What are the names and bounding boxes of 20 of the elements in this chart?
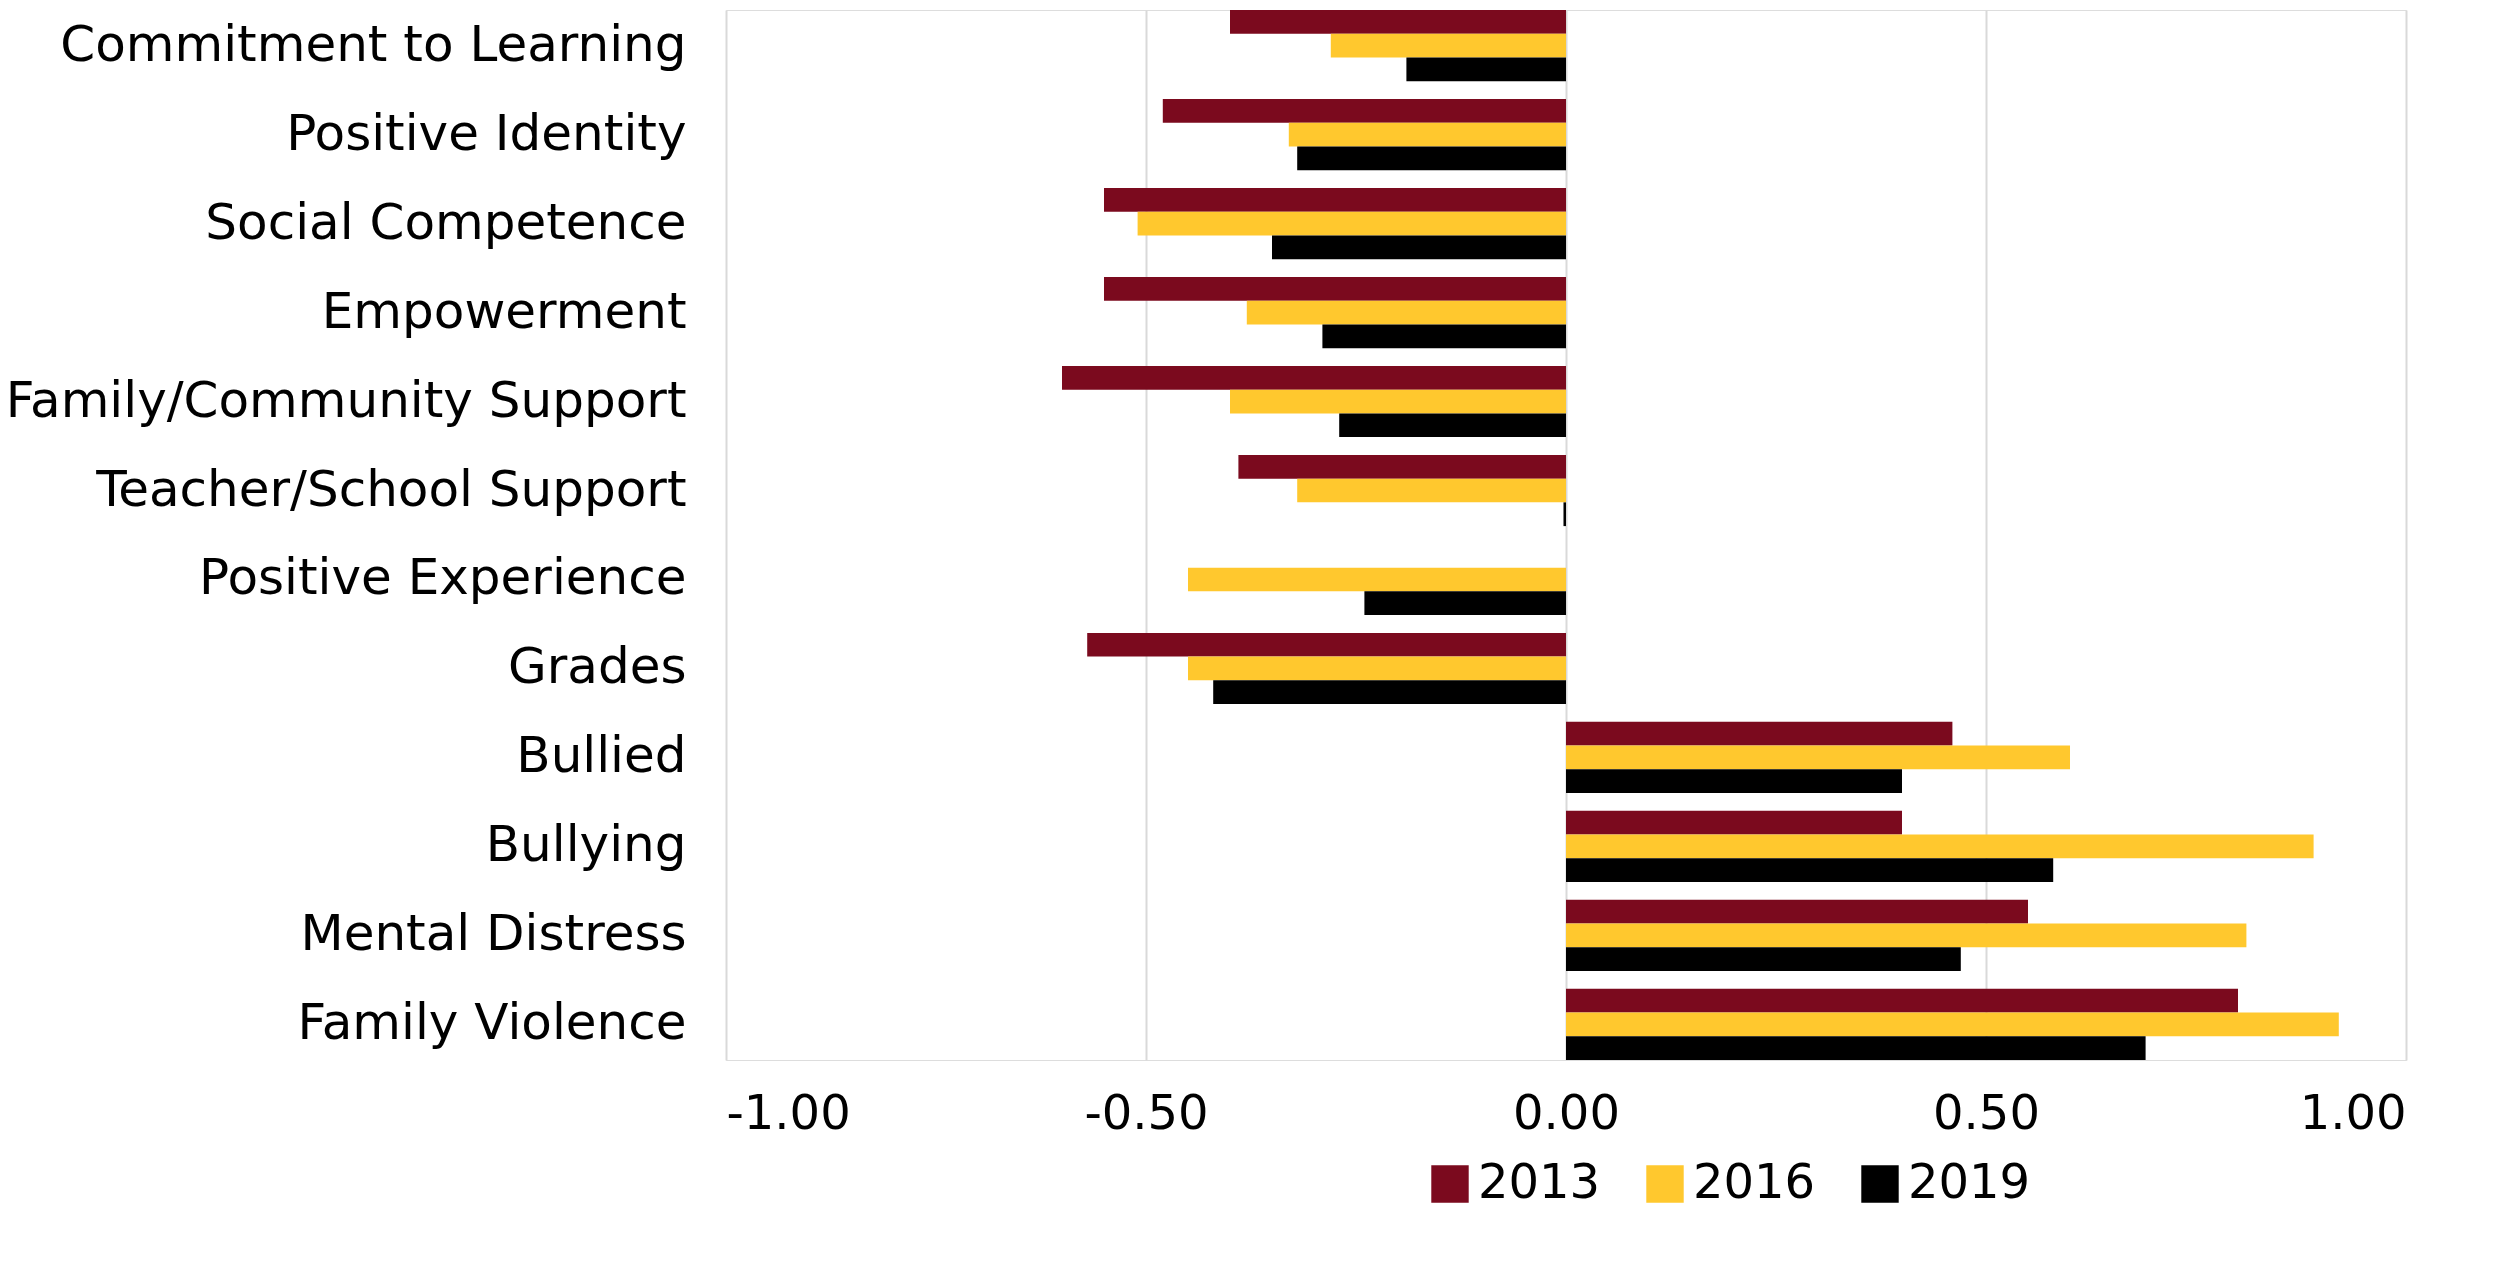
x-tick-label: 1.00 <box>2299 1083 2407 1140</box>
y-tick-label: Family/Community Support <box>5 370 687 429</box>
x-tick-label: 0.00 <box>1513 1083 1620 1140</box>
legend-label: 2019 <box>1908 1153 2031 1209</box>
y-tick-label: Empowerment <box>321 281 687 340</box>
legend-label: 2013 <box>1478 1153 1601 1209</box>
y-tick-label: Social Competence <box>205 192 687 251</box>
y-tick-label: Family Violence <box>297 993 687 1052</box>
y-tick-label: Grades <box>508 637 687 696</box>
y-tick-label: Positive Identity <box>286 103 687 162</box>
x-tick-label: -0.50 <box>1084 1083 1209 1140</box>
y-tick-label: Teacher/School Support <box>95 459 687 518</box>
x-tick-label: -1.00 <box>726 1083 851 1140</box>
y-tick-label: Mental Distress <box>300 904 687 963</box>
x-tick-label: 0.50 <box>1933 1083 2040 1140</box>
legend-label: 2016 <box>1693 1153 1816 1209</box>
y-tick-label: Commitment to Learning <box>60 14 687 73</box>
y-tick-label: Positive Experience <box>199 548 687 607</box>
y-tick-label: Bullied <box>516 726 687 785</box>
y-tick-label: Bullying <box>485 815 687 874</box>
